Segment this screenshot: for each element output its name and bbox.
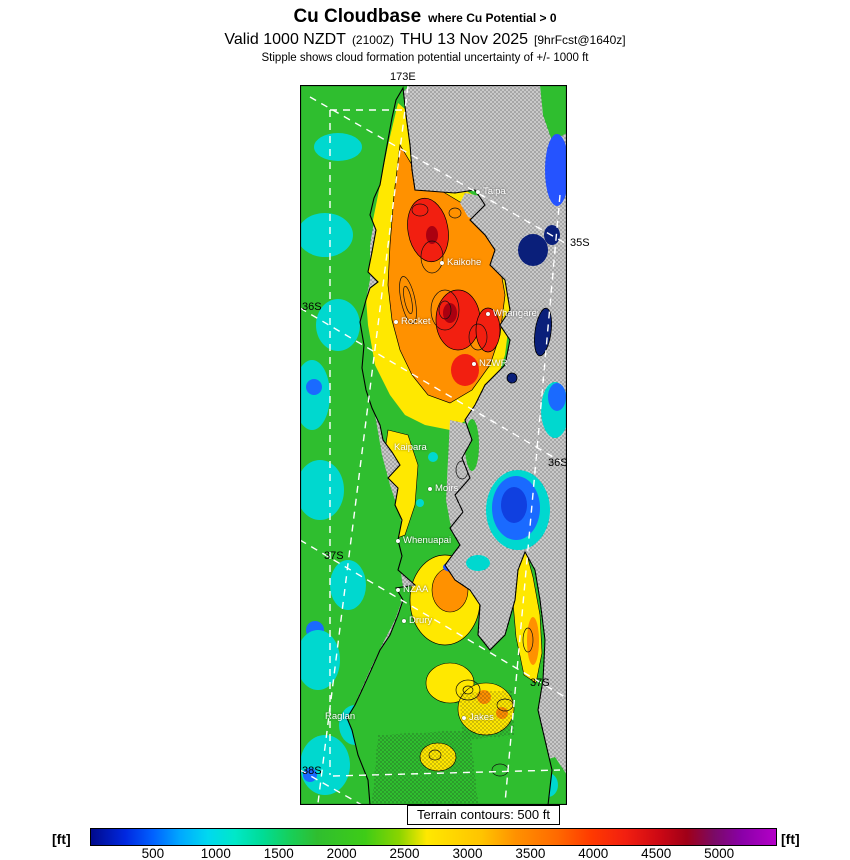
colorbar-ticks: 500 1000 1500 2000 2500 3000 3500 4000 4500 5000 — [90, 846, 777, 860]
colorbar-tick-label: 3500 — [515, 846, 546, 860]
colorbar-unit-left: [ft] — [52, 831, 71, 847]
map-border — [300, 85, 567, 805]
colorbar-tick-label: 2500 — [389, 846, 420, 860]
colorbar-tick-label: 2000 — [326, 846, 357, 860]
colorbar-tick-label: 4500 — [641, 846, 672, 860]
map-canvas — [300, 85, 567, 805]
sea-east-layer — [465, 85, 567, 805]
chart-title-qualifier: where Cu Potential > 0 — [428, 11, 557, 25]
colorbar-gradient — [90, 828, 777, 846]
forecast-map: 173E 35S 36S 36S 37S 37S 38S Taipa Kaikohe Whanga… — [300, 71, 590, 805]
valid-date: THU 13 Nov 2025 — [399, 30, 529, 48]
colorbar-tick-label: 4000 — [578, 846, 609, 860]
stipple-note: Stipple shows cloud formation potential … — [261, 51, 589, 64]
chart-header: Cu Cloudbase where Cu Potential > 0 Valid… — [0, 5, 850, 65]
chart-title-line: Cu Cloudbase where Cu Potential > 0 — [0, 5, 850, 29]
valid-time-line: Valid 1000 NZDT (2100Z) THU 13 Nov 2025 [9h… — [0, 30, 850, 50]
forecast-ref: [9hrFcst@1640z] — [534, 32, 626, 47]
terrain-contours — [399, 203, 534, 777]
colorbar-tick-label: 3000 — [452, 846, 483, 860]
colorbar-tick-label: 5000 — [704, 846, 735, 860]
chart-title: Cu Cloudbase — [293, 6, 422, 27]
graticule — [300, 85, 566, 805]
valid-zulu: (2100Z) — [351, 32, 394, 47]
colorbar-tick-label: 500 — [141, 846, 165, 860]
colorbar-unit-right: [ft] — [781, 831, 800, 847]
colorbar-tick-label: 1000 — [200, 846, 231, 860]
colorbar-tick-label: 1500 — [263, 846, 294, 860]
valid-prefix: Valid 1000 NZDT — [224, 30, 346, 48]
sea-west-layer — [300, 85, 410, 805]
terrain-contour-note: Terrain contours: 500 ft — [407, 805, 560, 825]
grid-label: 35S — [570, 237, 590, 249]
islands — [506, 307, 552, 384]
grid-label: 173E — [390, 71, 416, 83]
coastline — [346, 86, 553, 805]
